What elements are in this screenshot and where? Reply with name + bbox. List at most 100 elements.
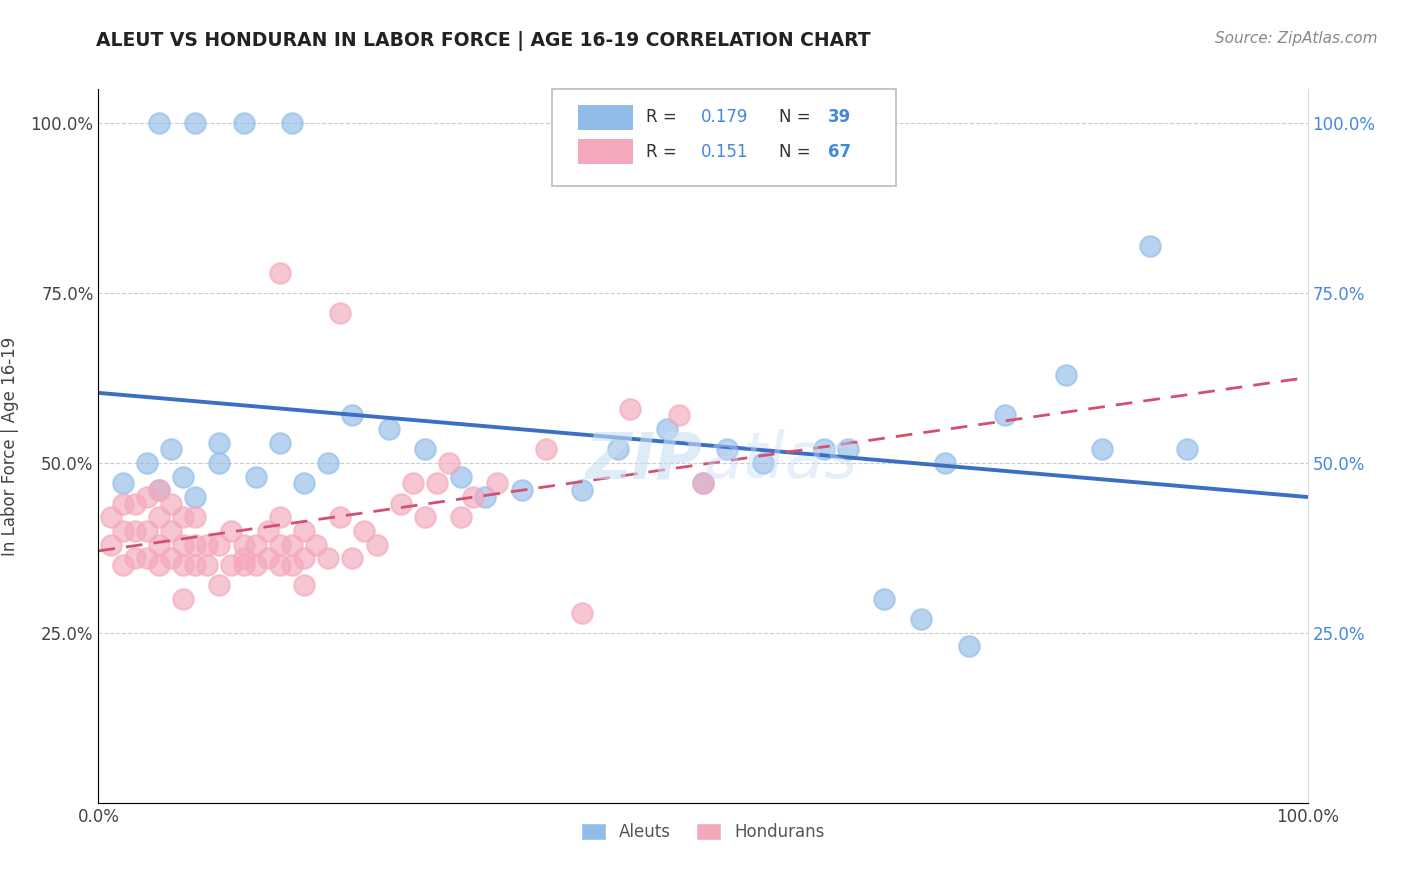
Point xyxy=(281,558,304,572)
Point xyxy=(655,422,678,436)
Point xyxy=(160,524,183,538)
Point xyxy=(124,551,146,566)
Point xyxy=(256,551,278,566)
Point xyxy=(172,510,194,524)
Point xyxy=(256,524,278,538)
Point xyxy=(184,510,207,524)
Point xyxy=(692,476,714,491)
Point xyxy=(195,537,218,551)
Point xyxy=(716,442,738,457)
Bar xyxy=(578,139,633,164)
Point xyxy=(329,510,352,524)
Point xyxy=(232,558,254,572)
Point xyxy=(221,558,243,572)
Point xyxy=(208,435,231,450)
Text: 67: 67 xyxy=(828,143,851,161)
Text: 39: 39 xyxy=(828,109,851,127)
Point xyxy=(571,483,593,498)
Point xyxy=(426,476,449,491)
Point xyxy=(245,469,267,483)
Point xyxy=(366,537,388,551)
Point xyxy=(148,510,170,524)
Point xyxy=(837,442,859,457)
Point xyxy=(1139,238,1161,252)
Point xyxy=(437,456,460,470)
Point xyxy=(172,537,194,551)
Point xyxy=(413,510,436,524)
Point xyxy=(316,456,339,470)
Point xyxy=(135,456,157,470)
Point xyxy=(571,606,593,620)
Point xyxy=(1091,442,1114,457)
Point xyxy=(111,497,134,511)
Point xyxy=(316,551,339,566)
Point xyxy=(994,409,1017,423)
Point xyxy=(160,442,183,457)
Point xyxy=(413,442,436,457)
Point xyxy=(208,456,231,470)
Point xyxy=(692,476,714,491)
Point xyxy=(148,116,170,130)
Text: R =: R = xyxy=(647,109,682,127)
Y-axis label: In Labor Force | Age 16-19: In Labor Force | Age 16-19 xyxy=(1,336,20,556)
Point xyxy=(269,537,291,551)
Point xyxy=(135,524,157,538)
Point xyxy=(292,578,315,592)
Point xyxy=(232,537,254,551)
Text: 0.179: 0.179 xyxy=(700,109,748,127)
Point xyxy=(402,476,425,491)
Point xyxy=(232,551,254,566)
Point xyxy=(463,490,485,504)
Point xyxy=(111,558,134,572)
Point xyxy=(269,558,291,572)
Point xyxy=(269,266,291,280)
Point xyxy=(281,537,304,551)
Point xyxy=(329,306,352,320)
Point xyxy=(245,558,267,572)
Point xyxy=(269,510,291,524)
Point xyxy=(292,476,315,491)
Text: N =: N = xyxy=(779,143,815,161)
Point xyxy=(474,490,496,504)
Point xyxy=(510,483,533,498)
Point xyxy=(619,401,641,416)
Legend: Aleuts, Hondurans: Aleuts, Hondurans xyxy=(574,816,832,848)
Point xyxy=(111,476,134,491)
Point xyxy=(135,490,157,504)
Text: ALEUT VS HONDURAN IN LABOR FORCE | AGE 16-19 CORRELATION CHART: ALEUT VS HONDURAN IN LABOR FORCE | AGE 1… xyxy=(96,31,870,51)
Point xyxy=(100,510,122,524)
Point xyxy=(534,442,557,457)
Point xyxy=(292,524,315,538)
Point xyxy=(245,537,267,551)
Point xyxy=(221,524,243,538)
Point xyxy=(957,640,980,654)
Point xyxy=(342,551,364,566)
Point xyxy=(342,409,364,423)
Point xyxy=(292,551,315,566)
Point xyxy=(148,537,170,551)
Point xyxy=(208,578,231,592)
Point xyxy=(184,537,207,551)
Point xyxy=(353,524,375,538)
Point xyxy=(752,456,775,470)
Point xyxy=(195,558,218,572)
Point xyxy=(172,469,194,483)
Point xyxy=(607,442,630,457)
Point xyxy=(160,551,183,566)
Point xyxy=(160,497,183,511)
Point xyxy=(172,558,194,572)
Text: N =: N = xyxy=(779,109,815,127)
Point xyxy=(486,476,509,491)
Point xyxy=(450,510,472,524)
Bar xyxy=(578,105,633,130)
Text: 0.151: 0.151 xyxy=(700,143,748,161)
Point xyxy=(668,409,690,423)
Point xyxy=(124,524,146,538)
Text: ZIP: ZIP xyxy=(586,429,703,491)
Point xyxy=(124,497,146,511)
Point xyxy=(100,537,122,551)
Point xyxy=(184,558,207,572)
Point xyxy=(934,456,956,470)
Point xyxy=(377,422,399,436)
Point xyxy=(305,537,328,551)
